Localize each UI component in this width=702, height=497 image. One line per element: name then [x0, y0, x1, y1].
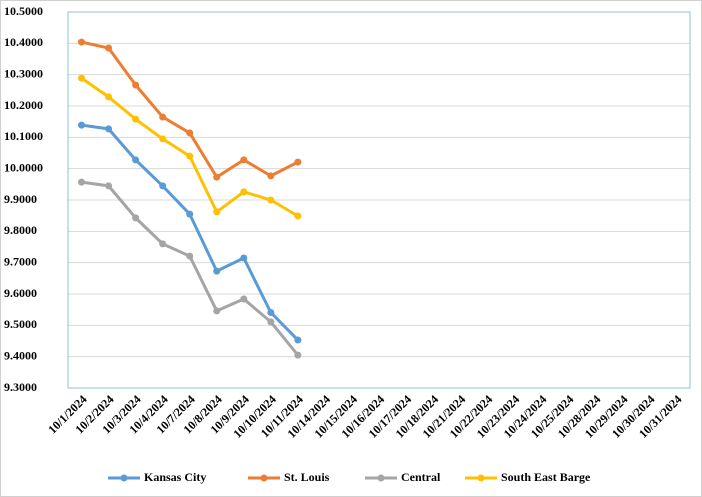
legend-item: Kansas City: [108, 470, 206, 484]
data-point: [78, 38, 86, 46]
legend-item: South East Barge: [465, 470, 591, 484]
data-point: [186, 129, 194, 137]
data-point: [294, 212, 302, 220]
data-point: [213, 173, 221, 181]
data-point: [267, 196, 275, 204]
data-point: [186, 252, 194, 260]
y-tick-label: 9.4000: [4, 348, 37, 362]
data-point: [213, 208, 221, 216]
data-point: [132, 115, 140, 123]
data-point: [186, 152, 194, 160]
data-point: [267, 172, 275, 180]
data-point: [294, 336, 302, 344]
data-point: [213, 267, 221, 275]
y-tick-label: 9.6000: [4, 286, 37, 300]
legend-label: Kansas City: [144, 470, 206, 484]
data-point: [105, 125, 113, 133]
y-tick-label: 10.3000: [4, 66, 43, 80]
data-point: [132, 156, 140, 164]
legend-marker: [260, 474, 268, 482]
y-tick-label: 9.7000: [4, 254, 37, 268]
data-point: [78, 74, 86, 82]
data-point: [213, 307, 221, 315]
legend-marker: [120, 474, 128, 482]
data-point: [159, 240, 167, 248]
y-tick-label: 10.1000: [4, 129, 43, 143]
legend-marker: [377, 474, 385, 482]
y-tick-label: 9.8000: [4, 223, 37, 237]
data-point: [159, 182, 167, 190]
legend-marker: [477, 474, 485, 482]
data-point: [105, 182, 113, 190]
data-point: [267, 318, 275, 326]
data-point: [132, 81, 140, 89]
data-point: [294, 351, 302, 359]
legend-label: Central: [401, 470, 441, 484]
legend-item: Central: [365, 470, 441, 484]
data-point: [267, 308, 275, 316]
y-tick-label: 9.5000: [4, 317, 37, 331]
data-point: [105, 93, 113, 101]
y-tick-label: 10.0000: [4, 160, 43, 174]
y-tick-label: 10.4000: [4, 35, 43, 49]
y-tick-label: 10.5000: [4, 4, 43, 18]
data-point: [294, 158, 302, 166]
data-point: [240, 156, 248, 164]
data-point: [132, 214, 140, 222]
data-point: [240, 295, 248, 303]
legend-label: St. Louis: [284, 470, 330, 484]
data-point: [186, 210, 194, 218]
data-point: [159, 135, 167, 143]
data-point: [159, 113, 167, 121]
legend-label: South East Barge: [501, 470, 591, 484]
data-point: [105, 44, 113, 52]
data-point: [240, 254, 248, 262]
legend-item: St. Louis: [248, 470, 330, 484]
plot-border: [67, 11, 691, 389]
data-point: [240, 188, 248, 196]
data-point: [78, 121, 86, 129]
y-tick-label: 9.9000: [4, 192, 37, 206]
y-tick-label: 9.3000: [4, 380, 37, 394]
y-tick-label: 10.2000: [4, 98, 43, 112]
data-point: [78, 178, 86, 186]
